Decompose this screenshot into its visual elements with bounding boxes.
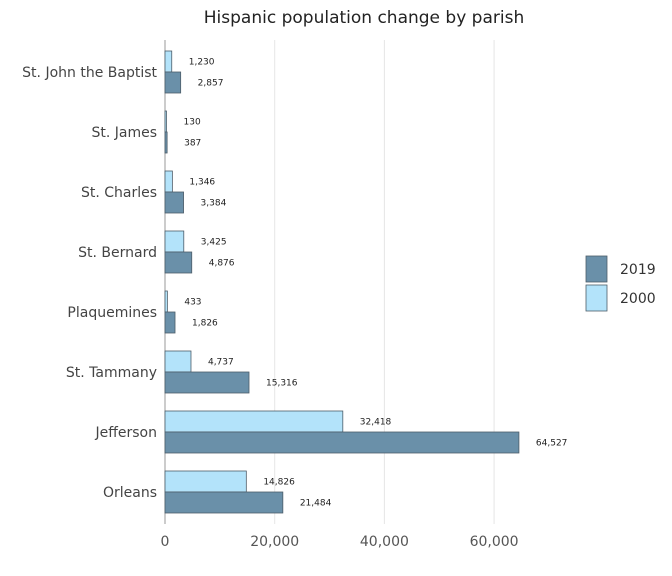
legend-swatch bbox=[585, 284, 608, 312]
data-label: 4,876 bbox=[209, 259, 235, 269]
x-tick-label: 40,000 bbox=[360, 534, 409, 550]
x-tick-labels: 0 20,000 40,000 60,000 bbox=[161, 534, 519, 550]
category-labels: St. John the Baptist St. James St. Charles… bbox=[22, 65, 157, 501]
bar-2000 bbox=[164, 350, 192, 373]
legend-swatch bbox=[585, 255, 608, 283]
data-label: 21,484 bbox=[300, 499, 332, 509]
data-label: 32,418 bbox=[360, 418, 392, 428]
category-label: St. Tammany bbox=[66, 365, 157, 381]
data-label: 64,527 bbox=[536, 439, 568, 449]
bar-2019 bbox=[164, 191, 184, 214]
bar-2019 bbox=[164, 311, 176, 334]
bar-2000 bbox=[164, 170, 173, 193]
bar-2000 bbox=[164, 290, 168, 313]
data-label: 3,425 bbox=[201, 238, 227, 248]
data-label: 1,230 bbox=[189, 58, 215, 68]
bar-2000 bbox=[164, 110, 167, 133]
legend: 2019 2000 bbox=[585, 255, 656, 312]
category-label: Orleans bbox=[103, 485, 157, 501]
bar-2019 bbox=[164, 71, 182, 94]
bar-2019 bbox=[164, 431, 520, 454]
bar-2019 bbox=[164, 371, 250, 394]
data-label: 433 bbox=[184, 298, 201, 308]
bar-2019 bbox=[164, 491, 284, 514]
category-label: St. John the Baptist bbox=[22, 65, 157, 81]
legend-label: 2000 bbox=[620, 291, 656, 307]
bar-2000 bbox=[164, 230, 185, 253]
data-label: 14,826 bbox=[263, 478, 295, 488]
data-label: 130 bbox=[184, 118, 201, 128]
data-label: 1,346 bbox=[189, 178, 215, 188]
data-label: 3,384 bbox=[201, 199, 227, 209]
x-tick-label: 0 bbox=[161, 534, 170, 550]
category-label: St. Charles bbox=[81, 185, 157, 201]
bar-2000 bbox=[164, 410, 344, 433]
x-tick-label: 60,000 bbox=[470, 534, 519, 550]
data-label: 1,826 bbox=[192, 319, 218, 329]
bars: 1,230 2,857 130 387 1,346 3,384 3,425 4,876 433 1… bbox=[164, 50, 568, 514]
data-label: 387 bbox=[184, 139, 201, 149]
data-label: 4,737 bbox=[208, 358, 234, 368]
legend-label: 2019 bbox=[620, 262, 656, 278]
category-label: St. James bbox=[91, 125, 157, 141]
data-label: 2,857 bbox=[198, 79, 224, 89]
category-label: Plaquemines bbox=[67, 305, 157, 321]
bar-2019 bbox=[164, 251, 193, 274]
x-tick-label: 20,000 bbox=[250, 534, 299, 550]
bar-2000 bbox=[164, 50, 173, 73]
chart-title: Hispanic population change by parish bbox=[204, 8, 524, 28]
data-label: 15,316 bbox=[266, 379, 298, 389]
category-label: St. Bernard bbox=[78, 245, 157, 261]
bar-2000 bbox=[164, 470, 247, 493]
category-label: Jefferson bbox=[95, 425, 158, 441]
bar-2019 bbox=[164, 131, 168, 154]
